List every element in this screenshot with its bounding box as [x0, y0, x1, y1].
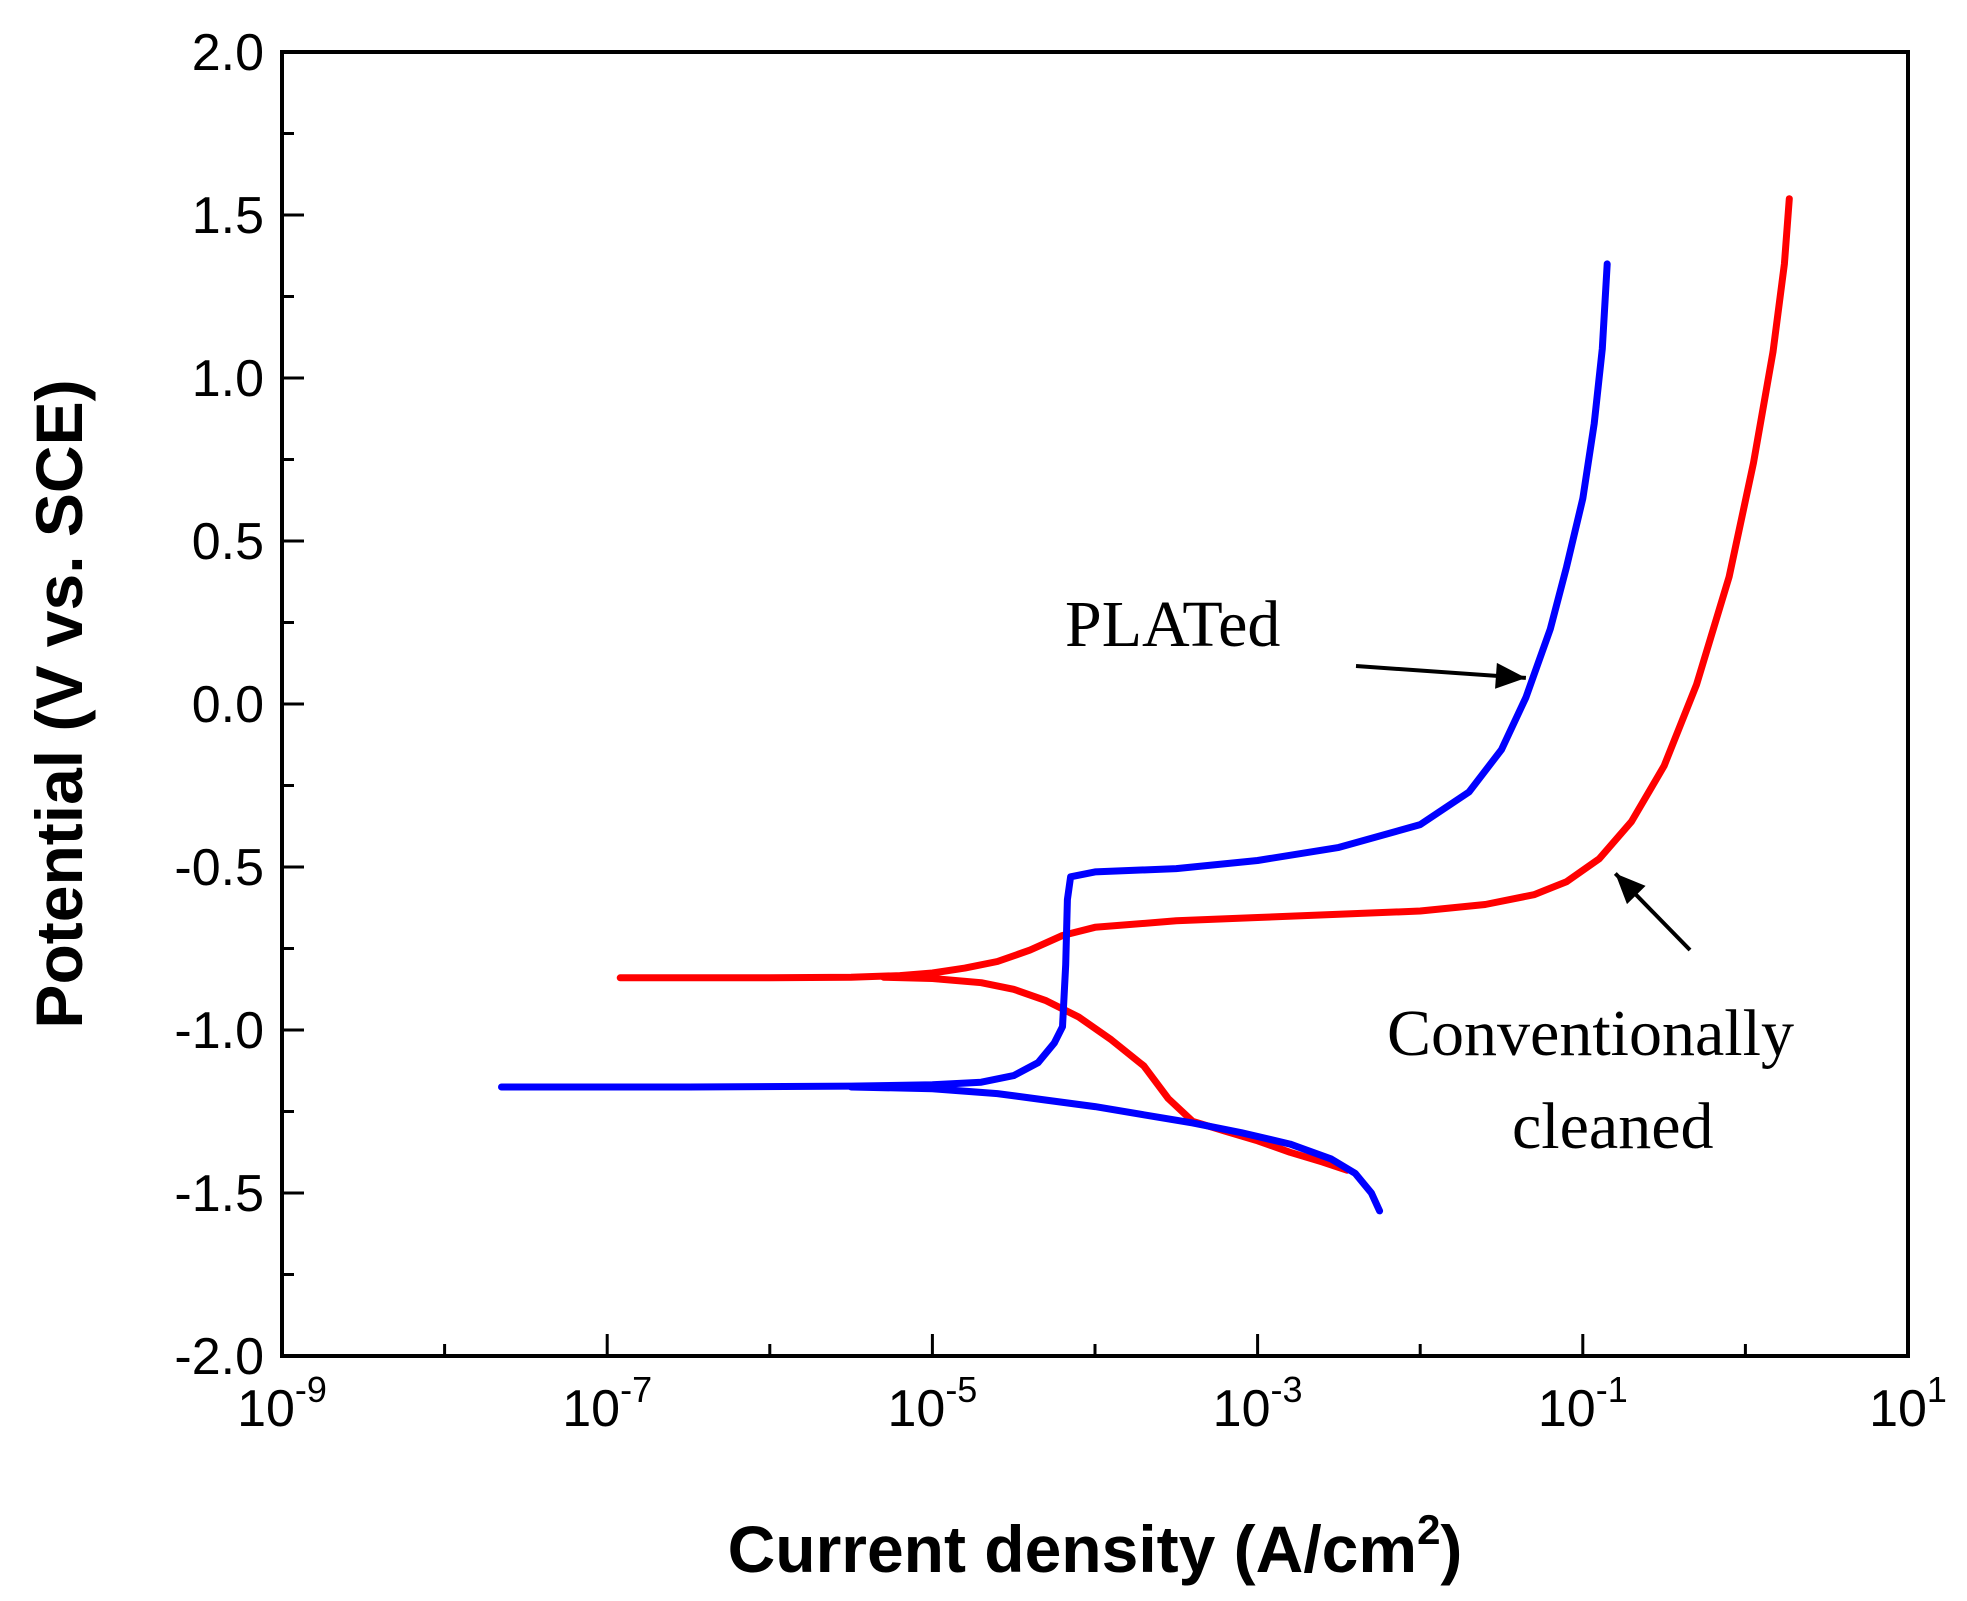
axis-ticks: 2.0 1.5 1.0 0.5 0.0 -0.5 -1.0 -1.5 -2.010-9 10-7 1…	[174, 24, 1947, 1438]
plated-arrow-head	[1495, 662, 1526, 689]
x-axis-title: Current density (A/cm2)	[728, 1506, 1463, 1586]
series-group	[498, 195, 1793, 1215]
conventionally-cleaned-anodic-curve	[616, 195, 1793, 982]
y-tick-label: 1.5	[192, 187, 264, 245]
y-tick-label: 0.5	[192, 513, 264, 571]
y-tick-label: 2.0	[192, 24, 264, 82]
y-tick-label: -0.5	[174, 839, 264, 897]
x-tick-label: 10-9	[237, 1369, 327, 1438]
plated-cathodic-curve	[847, 1083, 1384, 1215]
plated-anodic-curve	[498, 260, 1611, 1091]
x-tick-label: 101	[1869, 1369, 1947, 1438]
x-tick-label: 10-3	[1213, 1369, 1303, 1438]
plated-annotation: PLATed	[1065, 588, 1280, 661]
conventionally-cleaned-cathodic-curve	[880, 973, 1351, 1174]
conventional-annotation-line2: cleaned	[1512, 1090, 1714, 1163]
y-tick-label: 0.0	[192, 676, 264, 734]
y-tick-label: 1.0	[192, 350, 264, 408]
x-tick-label: 10-1	[1538, 1369, 1628, 1438]
x-tick-label: 10-5	[887, 1369, 977, 1438]
x-tick-label: 10-7	[562, 1369, 652, 1438]
y-axis-title: Potential (V vs. SCE)	[22, 379, 96, 1028]
y-tick-label: -1.5	[174, 1165, 264, 1223]
conventional-annotation-line1: Conventionally	[1387, 997, 1794, 1070]
annotation-arrows	[1355, 662, 1692, 952]
y-tick-label: -1.0	[174, 1002, 264, 1060]
y-tick-label: -2.0	[174, 1328, 264, 1386]
conventional-arrow-head	[1615, 873, 1646, 905]
